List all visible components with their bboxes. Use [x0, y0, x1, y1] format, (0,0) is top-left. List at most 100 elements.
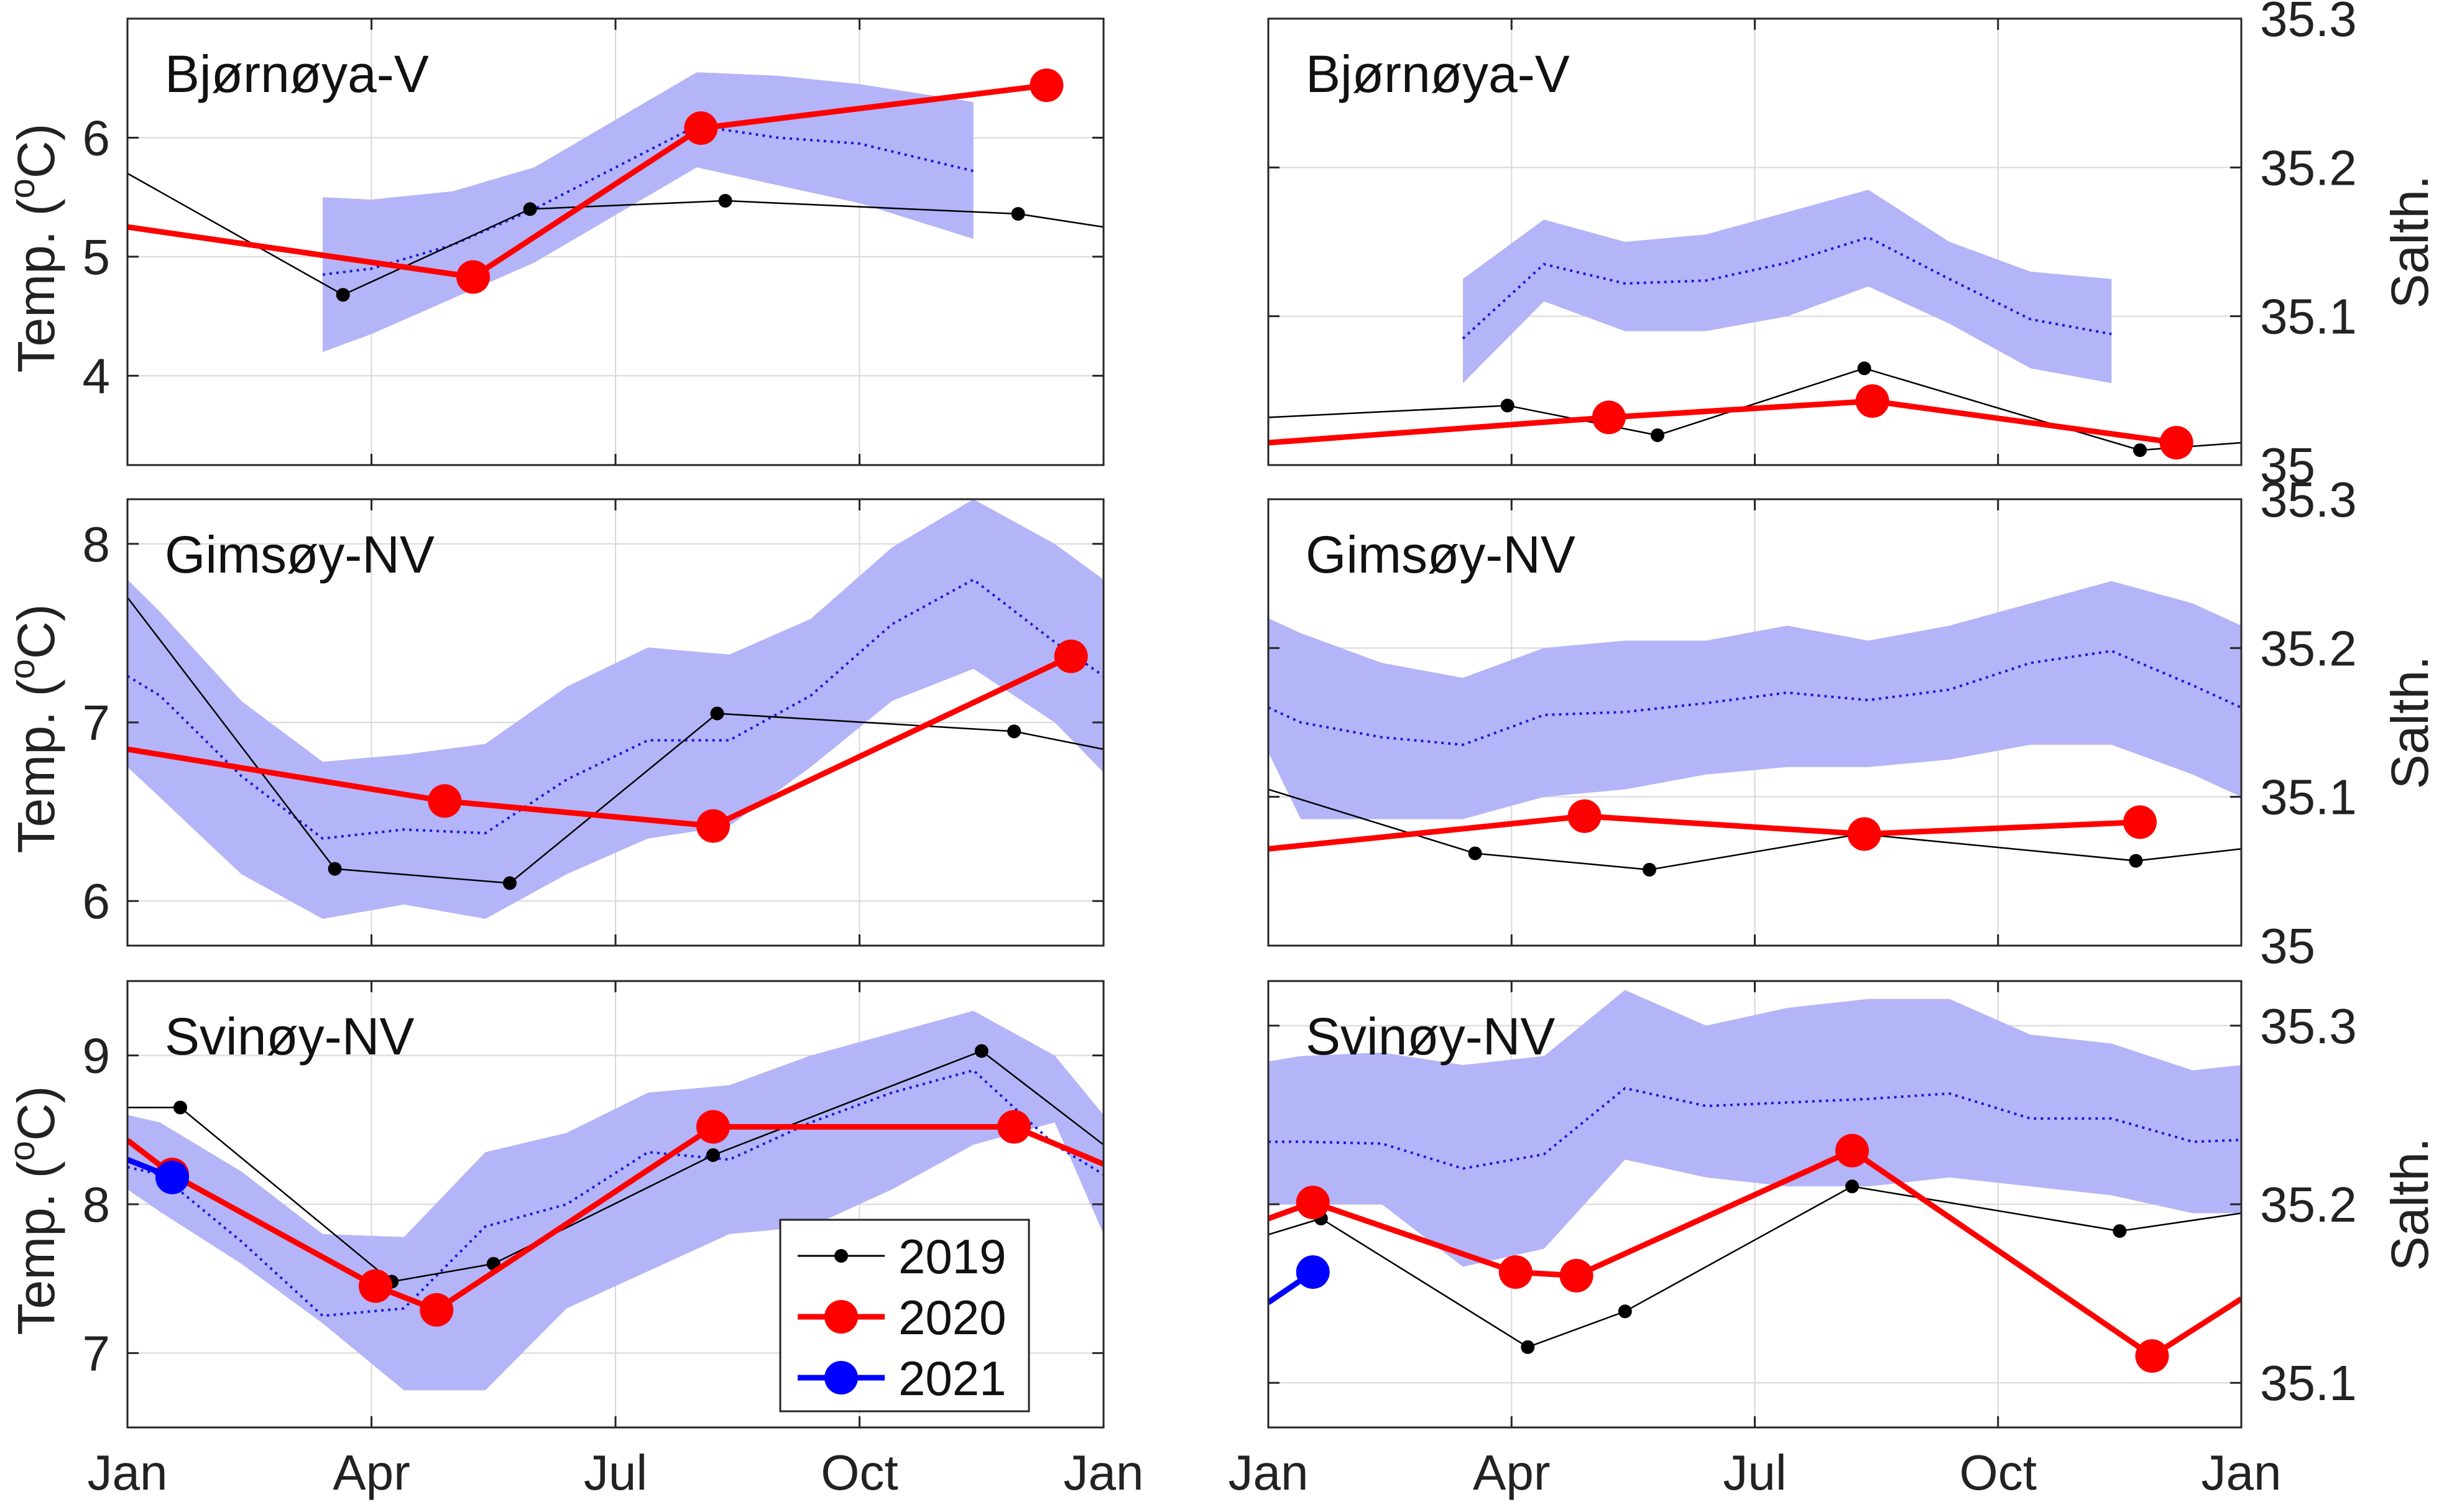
data-point-2019 — [718, 193, 732, 208]
y-tick-label: 4 — [83, 348, 111, 403]
data-point-2019 — [706, 1148, 720, 1162]
data-point-2021 — [155, 1160, 189, 1194]
y-axis-label: Temp. (oC) — [2, 1086, 65, 1335]
y-axis-label-unit: C) — [7, 1086, 65, 1141]
series-line-2020 — [1268, 398, 2177, 446]
data-point-2020 — [359, 1269, 392, 1303]
y-tick-label: 6 — [83, 874, 111, 929]
x-tick-label: Jul — [1723, 1445, 1786, 1500]
panel-title: Bjørnøya-V — [165, 45, 429, 103]
panel-6: 35.1 35.2 35.3 Jan Apr Jul Oct Jan Svinøy-NV Salt… — [1229, 980, 2439, 1500]
series-line-2019 — [127, 597, 1104, 884]
x-tick-label: Apr — [1473, 1445, 1551, 1500]
data-point-2019 — [173, 1100, 187, 1115]
data-point-2019 — [1618, 1304, 1632, 1319]
y-axis-label-main: Temp. ( — [7, 679, 65, 853]
y-tick-label: 35.1 — [2260, 289, 2357, 344]
panel-1: 4 5 6 Bjørnøya-V Temp. (oC) — [2, 17, 1105, 466]
data-point-2019 — [502, 876, 517, 890]
y-axis-label-main: Temp. ( — [7, 1161, 65, 1335]
data-point-2019 — [1500, 399, 1515, 413]
legend-label-2021: 2021 — [898, 1351, 1007, 1406]
climatology-line — [127, 578, 1104, 840]
data-point-2020 — [428, 784, 462, 818]
data-point-2020 — [1296, 1186, 1330, 1220]
plot-content — [1268, 190, 2241, 460]
panel-4: 35 35.1 35.2 35.3 Gimsøy-NV Salth. — [1267, 472, 2439, 974]
x-tick-label: Oct — [821, 1445, 898, 1500]
panel-title: Bjørnøya-V — [1306, 45, 1570, 103]
series-line-2019 — [1268, 367, 2241, 451]
data-point-2019 — [2113, 1224, 2127, 1238]
y-axis-label-unit: C) — [7, 124, 65, 179]
data-point-2020 — [1835, 1133, 1869, 1168]
climatology-line — [322, 124, 974, 276]
data-point-2019 — [2133, 443, 2147, 458]
data-point-2020 — [2159, 426, 2193, 460]
climatology-band — [1268, 581, 2241, 819]
data-point-2019 — [1521, 1340, 1535, 1354]
y-axis-label: Salth. — [2381, 1138, 2439, 1271]
y-axis-label: Salth. — [2381, 656, 2439, 790]
panel-title: Svinøy-NV — [1306, 1007, 1555, 1066]
y-axis-label-unit: C) — [7, 604, 65, 660]
data-point-2020 — [1498, 1255, 1533, 1289]
data-point-2020 — [1054, 639, 1088, 673]
plot-content — [127, 499, 1104, 919]
y-axis-label: Temp. (oC) — [2, 604, 65, 854]
data-point-2019 — [328, 862, 342, 876]
y-tick-label: 35.2 — [2260, 1177, 2357, 1232]
series-line-2020 — [1268, 813, 2141, 852]
y-axis-label-sup: o — [2, 178, 42, 198]
plot-content — [1268, 990, 2241, 1373]
x-tick-label: Jul — [584, 1445, 647, 1500]
data-point-2019 — [1651, 428, 1664, 443]
data-point-2020 — [456, 260, 490, 294]
data-point-2020 — [2123, 805, 2157, 839]
y-axis-label-sup: o — [2, 1141, 42, 1161]
y-tick-label: 9 — [83, 1028, 111, 1084]
legend-label-2020: 2020 — [898, 1290, 1007, 1345]
y-tick-label: 35.3 — [2260, 0, 2357, 47]
data-point-2020 — [997, 1110, 1031, 1144]
y-tick-label: 35.1 — [2260, 1355, 2357, 1411]
plot-content — [127, 1010, 1104, 1391]
y-tick-label: 35 — [2260, 918, 2315, 974]
y-axis-label-main: Temp. ( — [7, 198, 65, 372]
legend-label-2019: 2019 — [898, 1229, 1007, 1284]
climatology-band — [1268, 990, 2241, 1267]
data-point-2019 — [974, 1044, 989, 1058]
data-point-2019 — [1007, 724, 1021, 739]
panel-title: Gimsøy-NV — [165, 525, 435, 584]
y-tick-label: 35.1 — [2260, 770, 2357, 825]
y-tick-label: 8 — [83, 1177, 111, 1232]
y-tick-label: 35 — [2260, 438, 2315, 493]
data-point-2019 — [1857, 361, 1871, 376]
y-tick-label: 35.2 — [2260, 140, 2357, 195]
data-point-2019 — [1845, 1179, 1859, 1194]
legend-swatch-marker-2020 — [824, 1300, 858, 1334]
data-point-2020 — [420, 1293, 454, 1327]
climatology-line — [1462, 236, 2112, 340]
data-point-2019 — [1011, 207, 1025, 221]
y-tick-label: 35.3 — [2260, 472, 2357, 527]
y-tick-label: 8 — [83, 517, 111, 572]
data-point-2020 — [1592, 400, 1626, 435]
y-axis-label: Salth. — [2381, 175, 2439, 309]
x-tick-label: Jan — [1064, 1445, 1144, 1500]
x-tick-label: Jan — [1229, 1445, 1309, 1500]
y-tick-label: 7 — [83, 695, 111, 750]
data-point-2020 — [684, 111, 718, 145]
series-line-2019 — [1268, 788, 2241, 871]
data-point-2020 — [1559, 1258, 1593, 1293]
data-point-2020 — [1030, 68, 1064, 103]
panel-2: 35 35.1 35.2 35.3 Bjørnøya-V Salth. — [1267, 0, 2439, 493]
series-line-2020 — [127, 82, 1047, 280]
panel-title: Svinøy-NV — [165, 1007, 414, 1066]
series-line-2020 — [127, 653, 1072, 829]
data-point-2020 — [1847, 817, 1881, 851]
data-point-2019 — [523, 202, 537, 216]
data-point-2019 — [1643, 862, 1656, 877]
legend-swatch-marker-2019 — [834, 1249, 848, 1263]
